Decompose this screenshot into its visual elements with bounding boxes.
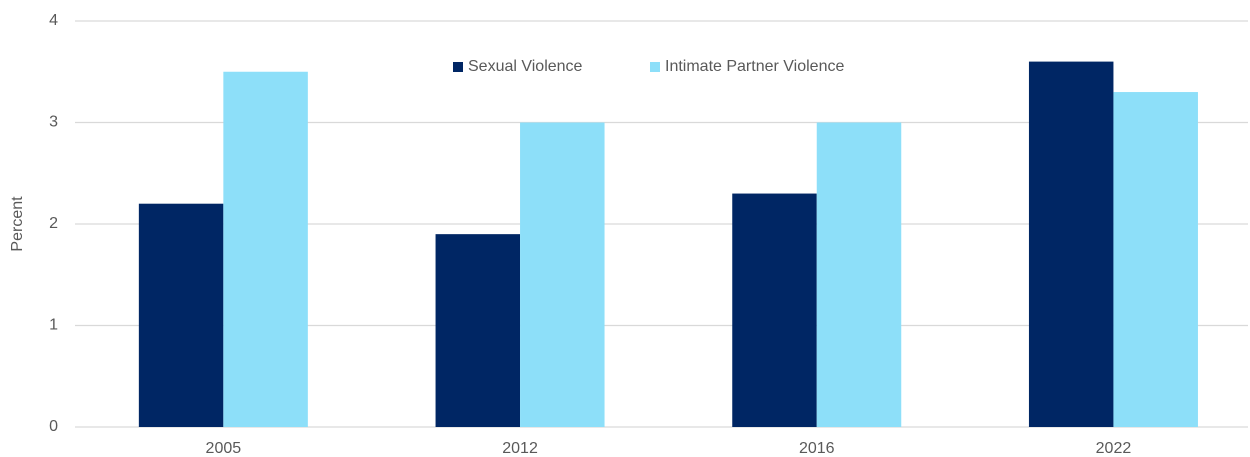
- x-tick-label: 2022: [1096, 440, 1132, 457]
- y-tick-label: 4: [49, 12, 58, 29]
- y-tick-label: 2: [49, 215, 58, 232]
- y-axis-label: Percent: [9, 196, 26, 252]
- bar: [1028, 61, 1114, 427]
- x-tick-label: 2016: [799, 440, 835, 457]
- bar: [138, 203, 224, 427]
- y-tick-label: 1: [49, 317, 58, 334]
- bar: [1113, 92, 1198, 428]
- legend-swatch: [453, 62, 463, 72]
- bar: [435, 234, 521, 427]
- bar: [223, 71, 308, 427]
- bar: [816, 122, 902, 427]
- y-tick-label: 0: [49, 418, 58, 435]
- legend-label: Sexual Violence: [468, 58, 583, 75]
- bar: [732, 193, 817, 427]
- y-tick-label: 3: [49, 114, 58, 131]
- bar: [520, 122, 605, 427]
- x-tick-label: 2012: [502, 440, 538, 457]
- x-tick-label: 2005: [206, 440, 242, 457]
- legend-label: Intimate Partner Violence: [665, 58, 844, 75]
- legend-swatch: [650, 62, 660, 72]
